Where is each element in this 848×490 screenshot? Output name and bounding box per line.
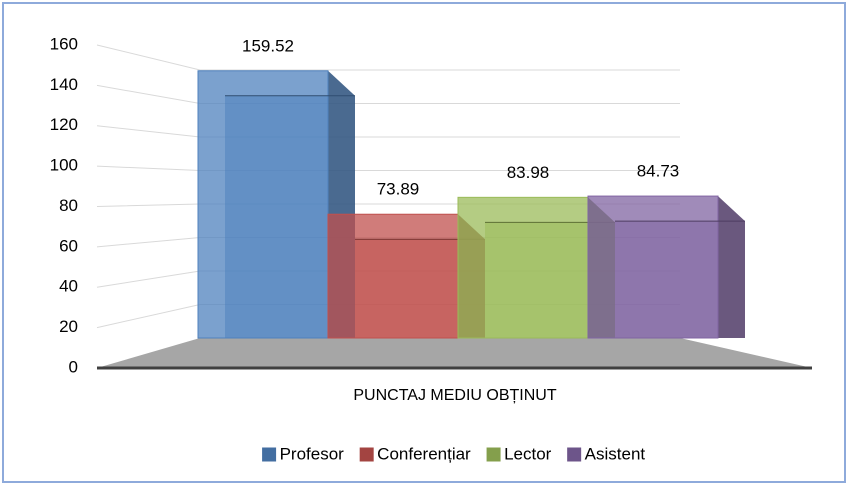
bar — [587, 195, 719, 339]
y-tick-label: 120 — [50, 115, 78, 134]
y-tick-label: 20 — [59, 317, 78, 336]
value-label: 83.98 — [507, 163, 550, 182]
legend-swatch — [359, 447, 374, 462]
grid-line — [96, 44, 680, 71]
value-label: 84.73 — [637, 162, 680, 181]
legend-label: Asistent — [585, 444, 646, 463]
y-tick-label: 60 — [59, 236, 78, 255]
floor — [97, 338, 812, 368]
bar-side — [718, 196, 745, 338]
legend-swatch — [486, 447, 501, 462]
value-label: 73.89 — [377, 180, 420, 199]
y-tick-label: 160 — [50, 34, 78, 53]
legend-swatch — [262, 447, 277, 462]
legend-swatch — [567, 447, 582, 462]
y-tick-label: 140 — [50, 75, 78, 94]
bar — [327, 213, 459, 339]
y-tick-label: 100 — [50, 156, 78, 175]
legend-label: Profesor — [280, 444, 345, 463]
bar — [457, 196, 589, 339]
y-tick-label: 80 — [59, 196, 78, 215]
x-tick-label: PUNCTAJ MEDIU OBȚINUT — [353, 387, 556, 404]
legend-label: Conferențiar — [377, 444, 471, 463]
bar — [197, 70, 329, 339]
value-label: 159.52 — [242, 36, 294, 55]
legend-label: Lector — [504, 444, 552, 463]
y-tick-label: 40 — [59, 277, 78, 296]
y-tick-label: 0 — [69, 357, 78, 376]
